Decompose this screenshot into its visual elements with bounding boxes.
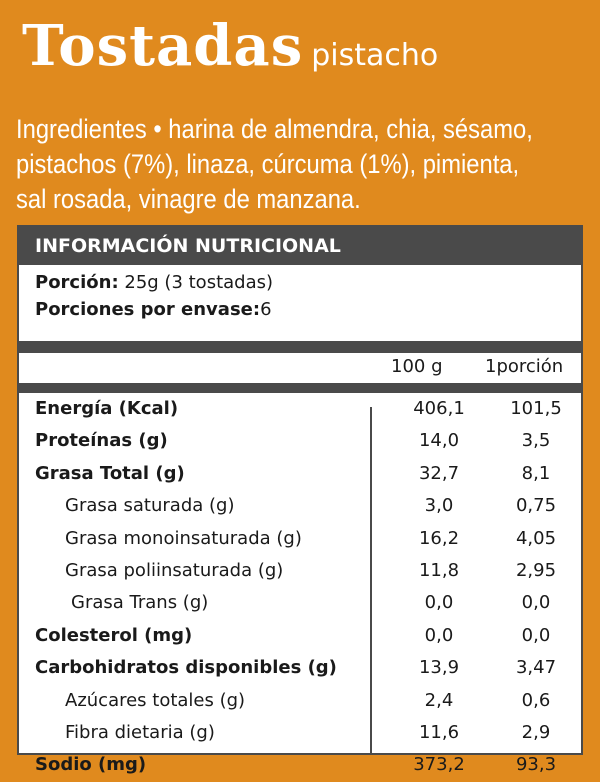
table-row: Fibra dietaria (g) 11,6 2,9: [19, 717, 581, 749]
table-row: Proteínas (g) 14,0 3,5: [19, 425, 581, 457]
portion-info: Porción: 25g (3 tostadas) Porciones por …: [19, 265, 581, 353]
row-value-100g: 3,0: [424, 495, 454, 517]
row-value-100g: 0,0: [424, 592, 454, 614]
column-portion: 1porción: [485, 356, 564, 377]
row-value-portion: 8,1: [521, 462, 551, 484]
row-value-portion: 0,0: [521, 624, 551, 646]
column-header: 100 g 1porción: [19, 353, 581, 393]
ingredients-line: sal rosada, vinagre de manzana.: [16, 184, 361, 214]
row-name: Grasa monoinsaturada (g): [65, 527, 302, 549]
row-value-100g: 14,0: [418, 430, 460, 452]
column-divider: [370, 407, 372, 755]
row-value-100g: 11,6: [418, 721, 460, 743]
row-name: Carbohidratos disponibles (g): [35, 657, 337, 679]
row-name: Fibra dietaria (g): [65, 721, 215, 743]
row-value-portion: 2,9: [521, 721, 551, 743]
table-row: Grasa Trans (g) 0,0 0,0: [19, 587, 581, 619]
row-value-portion: 4,05: [515, 527, 557, 549]
per-pack-label: Porciones por envase:: [35, 299, 261, 320]
row-value-portion: 0,75: [515, 495, 557, 517]
row-value-portion: 3,47: [515, 657, 557, 679]
row-value-portion: 0,6: [521, 689, 551, 711]
row-value-100g: 16,2: [418, 527, 460, 549]
row-value-100g: 406,1: [413, 398, 465, 419]
row-name: Grasa poliinsaturada (g): [65, 559, 284, 581]
row-name: Energía (Kcal): [35, 398, 179, 419]
row-name: Grasa Total (g): [35, 462, 185, 484]
ingredients-line: Ingredientes • harina de almendra, chia,…: [16, 114, 533, 144]
row-name: Colesterol (mg): [35, 624, 193, 646]
row-value-portion: 101,5: [510, 398, 562, 419]
table-row: Colesterol (mg) 0,0 0,0: [19, 620, 581, 652]
per-pack-line: Porciones por envase:6: [35, 296, 581, 323]
row-name: Grasa Trans (g): [71, 592, 209, 614]
nutrition-rows: Energía (Kcal) 406,1 101,5 Proteínas (g)…: [19, 393, 581, 782]
nutrition-heading: INFORMACIÓN NUTRICIONAL: [19, 227, 581, 265]
row-value-100g: 32,7: [418, 462, 460, 484]
per-pack-value: 6: [260, 299, 272, 320]
table-row: Sodio (mg) 373,2 93,3: [19, 749, 581, 781]
row-value-portion: 0,0: [521, 592, 551, 614]
portion-line: Porción: 25g (3 tostadas): [35, 269, 581, 296]
row-value-100g: 373,2: [413, 754, 465, 776]
table-row: Azúcares totales (g) 2,4 0,6: [19, 685, 581, 717]
table-row: Grasa saturada (g) 3,0 0,75: [19, 490, 581, 522]
product-subtitle: pistacho: [311, 38, 439, 73]
product-title: Tostadas: [22, 13, 304, 79]
row-value-portion: 3,5: [521, 430, 551, 452]
row-value-100g: 0,0: [424, 624, 454, 646]
ingredients-text: Ingredientes • harina de almendra, chia,…: [16, 112, 588, 217]
table-row: Grasa poliinsaturada (g) 11,8 2,95: [19, 555, 581, 587]
product-header: Tostadas pistacho: [22, 18, 438, 74]
ingredients-line: pistachos (7%), linaza, cúrcuma (1%), pi…: [16, 149, 520, 179]
row-name: Sodio (mg): [35, 754, 147, 776]
nutrition-panel: INFORMACIÓN NUTRICIONAL Porción: 25g (3 …: [17, 225, 583, 775]
row-name: Proteínas (g): [35, 430, 168, 452]
portion-label: Porción:: [35, 272, 119, 293]
table-row: Carbohidratos disponibles (g) 13,9 3,47: [19, 652, 581, 684]
row-name: Azúcares totales (g): [65, 689, 246, 711]
table-row: Grasa Total (g) 32,7 8,1: [19, 458, 581, 490]
table-row: Energía (Kcal) 406,1 101,5: [19, 393, 581, 425]
row-value-portion: 93,3: [515, 754, 557, 776]
row-value-100g: 13,9: [418, 657, 460, 679]
row-value-portion: 2,95: [515, 559, 557, 581]
row-value-100g: 11,8: [418, 559, 460, 581]
row-value-100g: 2,4: [424, 689, 454, 711]
column-100g: 100 g: [391, 356, 443, 377]
table-row: Grasa monoinsaturada (g) 16,2 4,05: [19, 523, 581, 555]
portion-value: 25g (3 tostadas): [118, 272, 274, 293]
row-name: Grasa saturada (g): [65, 495, 235, 517]
